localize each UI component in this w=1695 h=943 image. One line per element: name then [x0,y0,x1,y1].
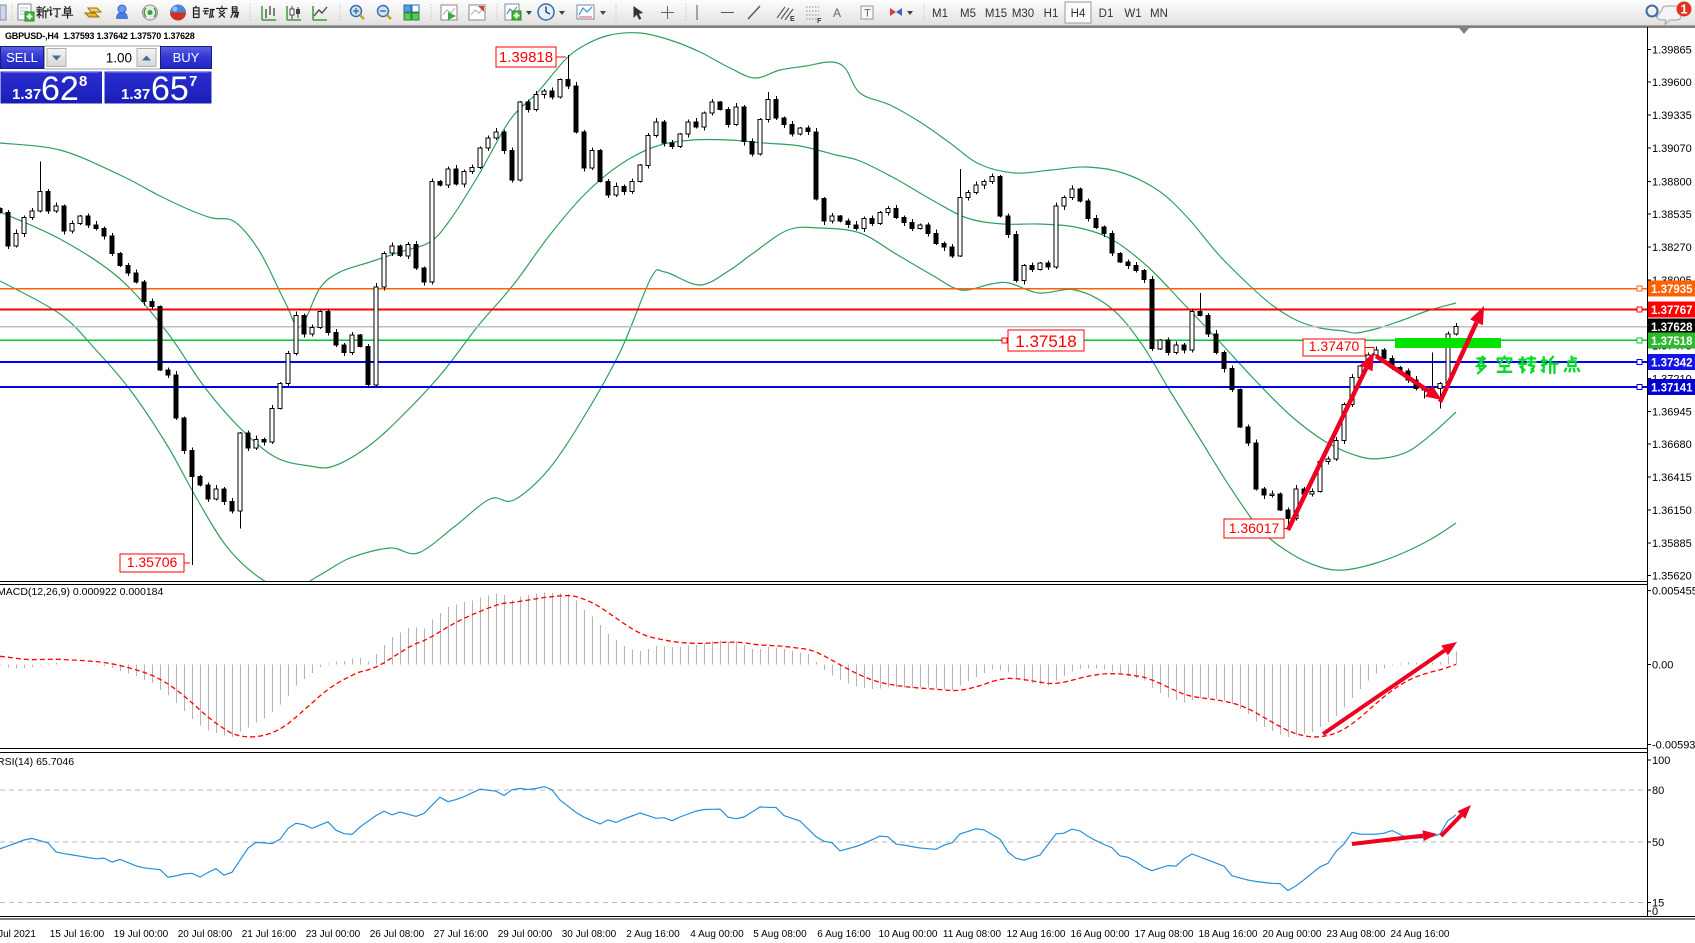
svg-text:1.39070: 1.39070 [1652,143,1692,155]
svg-text:21 Jul 16:00: 21 Jul 16:00 [242,929,297,940]
svg-text:16 Aug 00:00: 16 Aug 00:00 [1071,929,1130,940]
svg-text:M1: M1 [932,8,948,20]
svg-text:4 Aug 00:00: 4 Aug 00:00 [690,929,744,940]
svg-text:RSI(14) 65.7046: RSI(14) 65.7046 [0,756,74,768]
svg-text:23 Jul 00:00: 23 Jul 00:00 [306,929,361,940]
svg-text:62: 62 [41,70,79,108]
svg-text:1.37628: 1.37628 [1651,322,1693,334]
svg-text:1.36945: 1.36945 [1652,406,1692,418]
svg-text:50: 50 [1652,837,1664,849]
svg-text:7: 7 [189,73,197,90]
svg-text:1.37141: 1.37141 [1651,383,1693,395]
svg-text:M15: M15 [985,8,1007,20]
svg-text:100: 100 [1652,755,1670,767]
svg-text:1.36415: 1.36415 [1652,472,1692,484]
svg-text:1.35706: 1.35706 [127,554,178,570]
svg-text:E: E [790,16,795,23]
svg-text:1.39865: 1.39865 [1652,44,1692,56]
svg-text:D1: D1 [1099,8,1114,20]
svg-text:1.37518: 1.37518 [1651,336,1693,348]
svg-text:H1: H1 [1044,8,1059,20]
svg-text:-0.005938: -0.005938 [1652,740,1695,752]
svg-text:15: 15 [1652,897,1664,909]
svg-text:1.37935: 1.37935 [1651,284,1693,296]
svg-text:1.37: 1.37 [121,86,150,103]
svg-text:1.36150: 1.36150 [1652,505,1692,517]
svg-text:2 Aug 16:00: 2 Aug 16:00 [626,929,680,940]
svg-text:12 Aug 16:00: 12 Aug 16:00 [1007,929,1066,940]
svg-text:29 Jul 00:00: 29 Jul 00:00 [498,929,553,940]
svg-text:1.37518: 1.37518 [1015,332,1076,351]
svg-text:1.37: 1.37 [12,86,41,103]
svg-text:65: 65 [151,70,189,108]
svg-text:0.005455: 0.005455 [1652,586,1695,598]
svg-text:20 Jul 08:00: 20 Jul 08:00 [178,929,233,940]
svg-text:GBPUSD-,H4 1.37593 1.37642 1.: GBPUSD-,H4 1.37593 1.37642 1.37570 1.376… [5,31,195,41]
svg-text:H4: H4 [1071,8,1086,20]
svg-text:1.38270: 1.38270 [1652,242,1692,254]
svg-text:1.36017: 1.36017 [1229,520,1280,536]
svg-text:A: A [833,6,841,20]
svg-text:BUY: BUY [173,50,200,65]
svg-text:80: 80 [1652,785,1664,797]
svg-text:MACD(12,26,9) 0.000922 0.00018: MACD(12,26,9) 0.000922 0.000184 [0,586,164,598]
svg-text:SELL: SELL [6,50,38,65]
svg-text:1.35620: 1.35620 [1652,571,1692,583]
svg-text:M30: M30 [1012,8,1034,20]
svg-text:11 Aug 08:00: 11 Aug 08:00 [943,929,1002,940]
svg-text:18 Aug 16:00: 18 Aug 16:00 [1199,929,1258,940]
svg-text:F: F [817,18,822,25]
svg-text:5 Aug 08:00: 5 Aug 08:00 [753,929,807,940]
svg-text:MN: MN [1150,8,1168,20]
svg-text:8: 8 [79,73,87,90]
svg-text:24 Aug 16:00: 24 Aug 16:00 [1391,929,1450,940]
svg-text:30 Jul 08:00: 30 Jul 08:00 [562,929,617,940]
svg-text:1.37470: 1.37470 [1309,338,1360,354]
svg-text:Jul 2021: Jul 2021 [0,929,36,940]
svg-text:0.00: 0.00 [1652,659,1673,671]
svg-text:1.39335: 1.39335 [1652,110,1692,122]
svg-text:10 Aug 00:00: 10 Aug 00:00 [879,929,938,940]
svg-text:1.39818: 1.39818 [499,49,553,66]
svg-text:1.37342: 1.37342 [1651,358,1693,370]
svg-text:1.35885: 1.35885 [1652,538,1692,550]
svg-text:19 Jul 00:00: 19 Jul 00:00 [114,929,169,940]
svg-text:0: 0 [1652,906,1658,918]
svg-text:1.00: 1.00 [106,51,132,66]
svg-text:17 Aug 08:00: 17 Aug 08:00 [1135,929,1194,940]
svg-text:1.38800: 1.38800 [1652,176,1692,188]
svg-text:1.39600: 1.39600 [1652,77,1692,89]
svg-text:1.37767: 1.37767 [1651,305,1693,317]
svg-text:T: T [864,8,871,20]
svg-text:20 Aug 00:00: 20 Aug 00:00 [1263,929,1322,940]
svg-text:27 Jul 16:00: 27 Jul 16:00 [434,929,489,940]
svg-text:6 Aug 16:00: 6 Aug 16:00 [817,929,871,940]
svg-text:23 Aug 08:00: 23 Aug 08:00 [1327,929,1386,940]
svg-text:26 Jul 08:00: 26 Jul 08:00 [370,929,425,940]
svg-text:1.36680: 1.36680 [1652,439,1692,451]
svg-text:1.38535: 1.38535 [1652,209,1692,221]
svg-text:15 Jul 16:00: 15 Jul 16:00 [50,929,105,940]
svg-text:M5: M5 [960,8,976,20]
svg-text:1: 1 [1681,3,1688,17]
svg-text:W1: W1 [1124,8,1141,20]
